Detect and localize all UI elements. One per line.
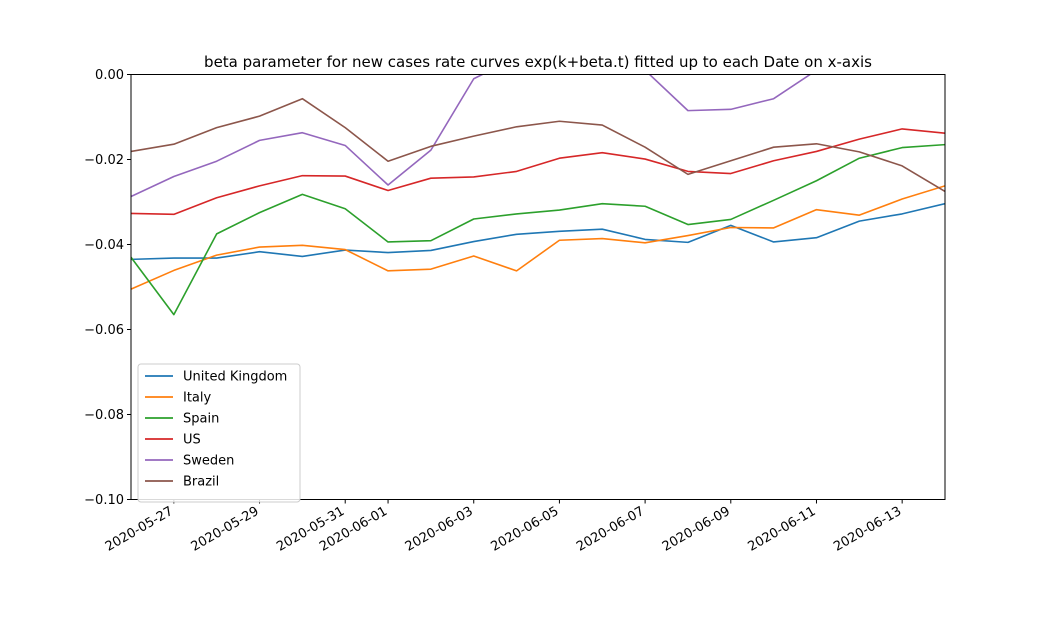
x-tick-label: 2020-06-13 [831, 504, 904, 555]
series-line-0 [131, 202, 945, 261]
plot-frame [130, 74, 946, 500]
x-tick-label: 2020-06-03 [403, 504, 476, 555]
y-tick-label: −0.08 [84, 408, 124, 423]
y-tick-label: −0.04 [84, 238, 124, 253]
x-tick-label: 2020-06-09 [660, 504, 733, 555]
legend-label-4: Sweden [183, 454, 234, 469]
x-tick-label: 2020-05-27 [103, 504, 176, 555]
chart-title: beta parameter for new cases rate curves… [204, 53, 872, 71]
series-line-5 [131, 97, 945, 193]
legend: United Kingdom Italy Spain US Sweden Brazil [137, 363, 301, 503]
x-axis: 2020-05-27 2020-05-29 2020-05-312020-06-01… [103, 499, 904, 555]
series-line-1 [131, 185, 945, 290]
legend-label-0: United Kingdom [183, 370, 287, 385]
legend-label-5: Brazil [183, 475, 219, 490]
y-tick-label: −0.06 [84, 323, 124, 338]
x-tick-label: 2020-05-29 [189, 504, 262, 555]
legend-label-3: US [183, 433, 201, 448]
legend-label-1: Italy [183, 391, 212, 406]
x-tick-label: 2020-06-11 [746, 504, 819, 555]
series-layer [131, 74, 945, 316]
legend-label-2: Spain [183, 412, 219, 427]
x-tick-label: 2020-06-05 [488, 504, 561, 555]
series-line-2 [131, 143, 945, 316]
legend-box [137, 363, 301, 503]
y-axis: 0.00 −0.02 −0.04 −0.06 −0.08 −0.10 [84, 68, 131, 508]
y-tick-label: −0.10 [84, 493, 124, 508]
y-tick-label: 0.00 [95, 68, 124, 83]
series-line-3 [131, 128, 945, 216]
y-tick-label: −0.02 [84, 153, 124, 168]
x-tick-label: 2020-06-07 [574, 504, 647, 555]
